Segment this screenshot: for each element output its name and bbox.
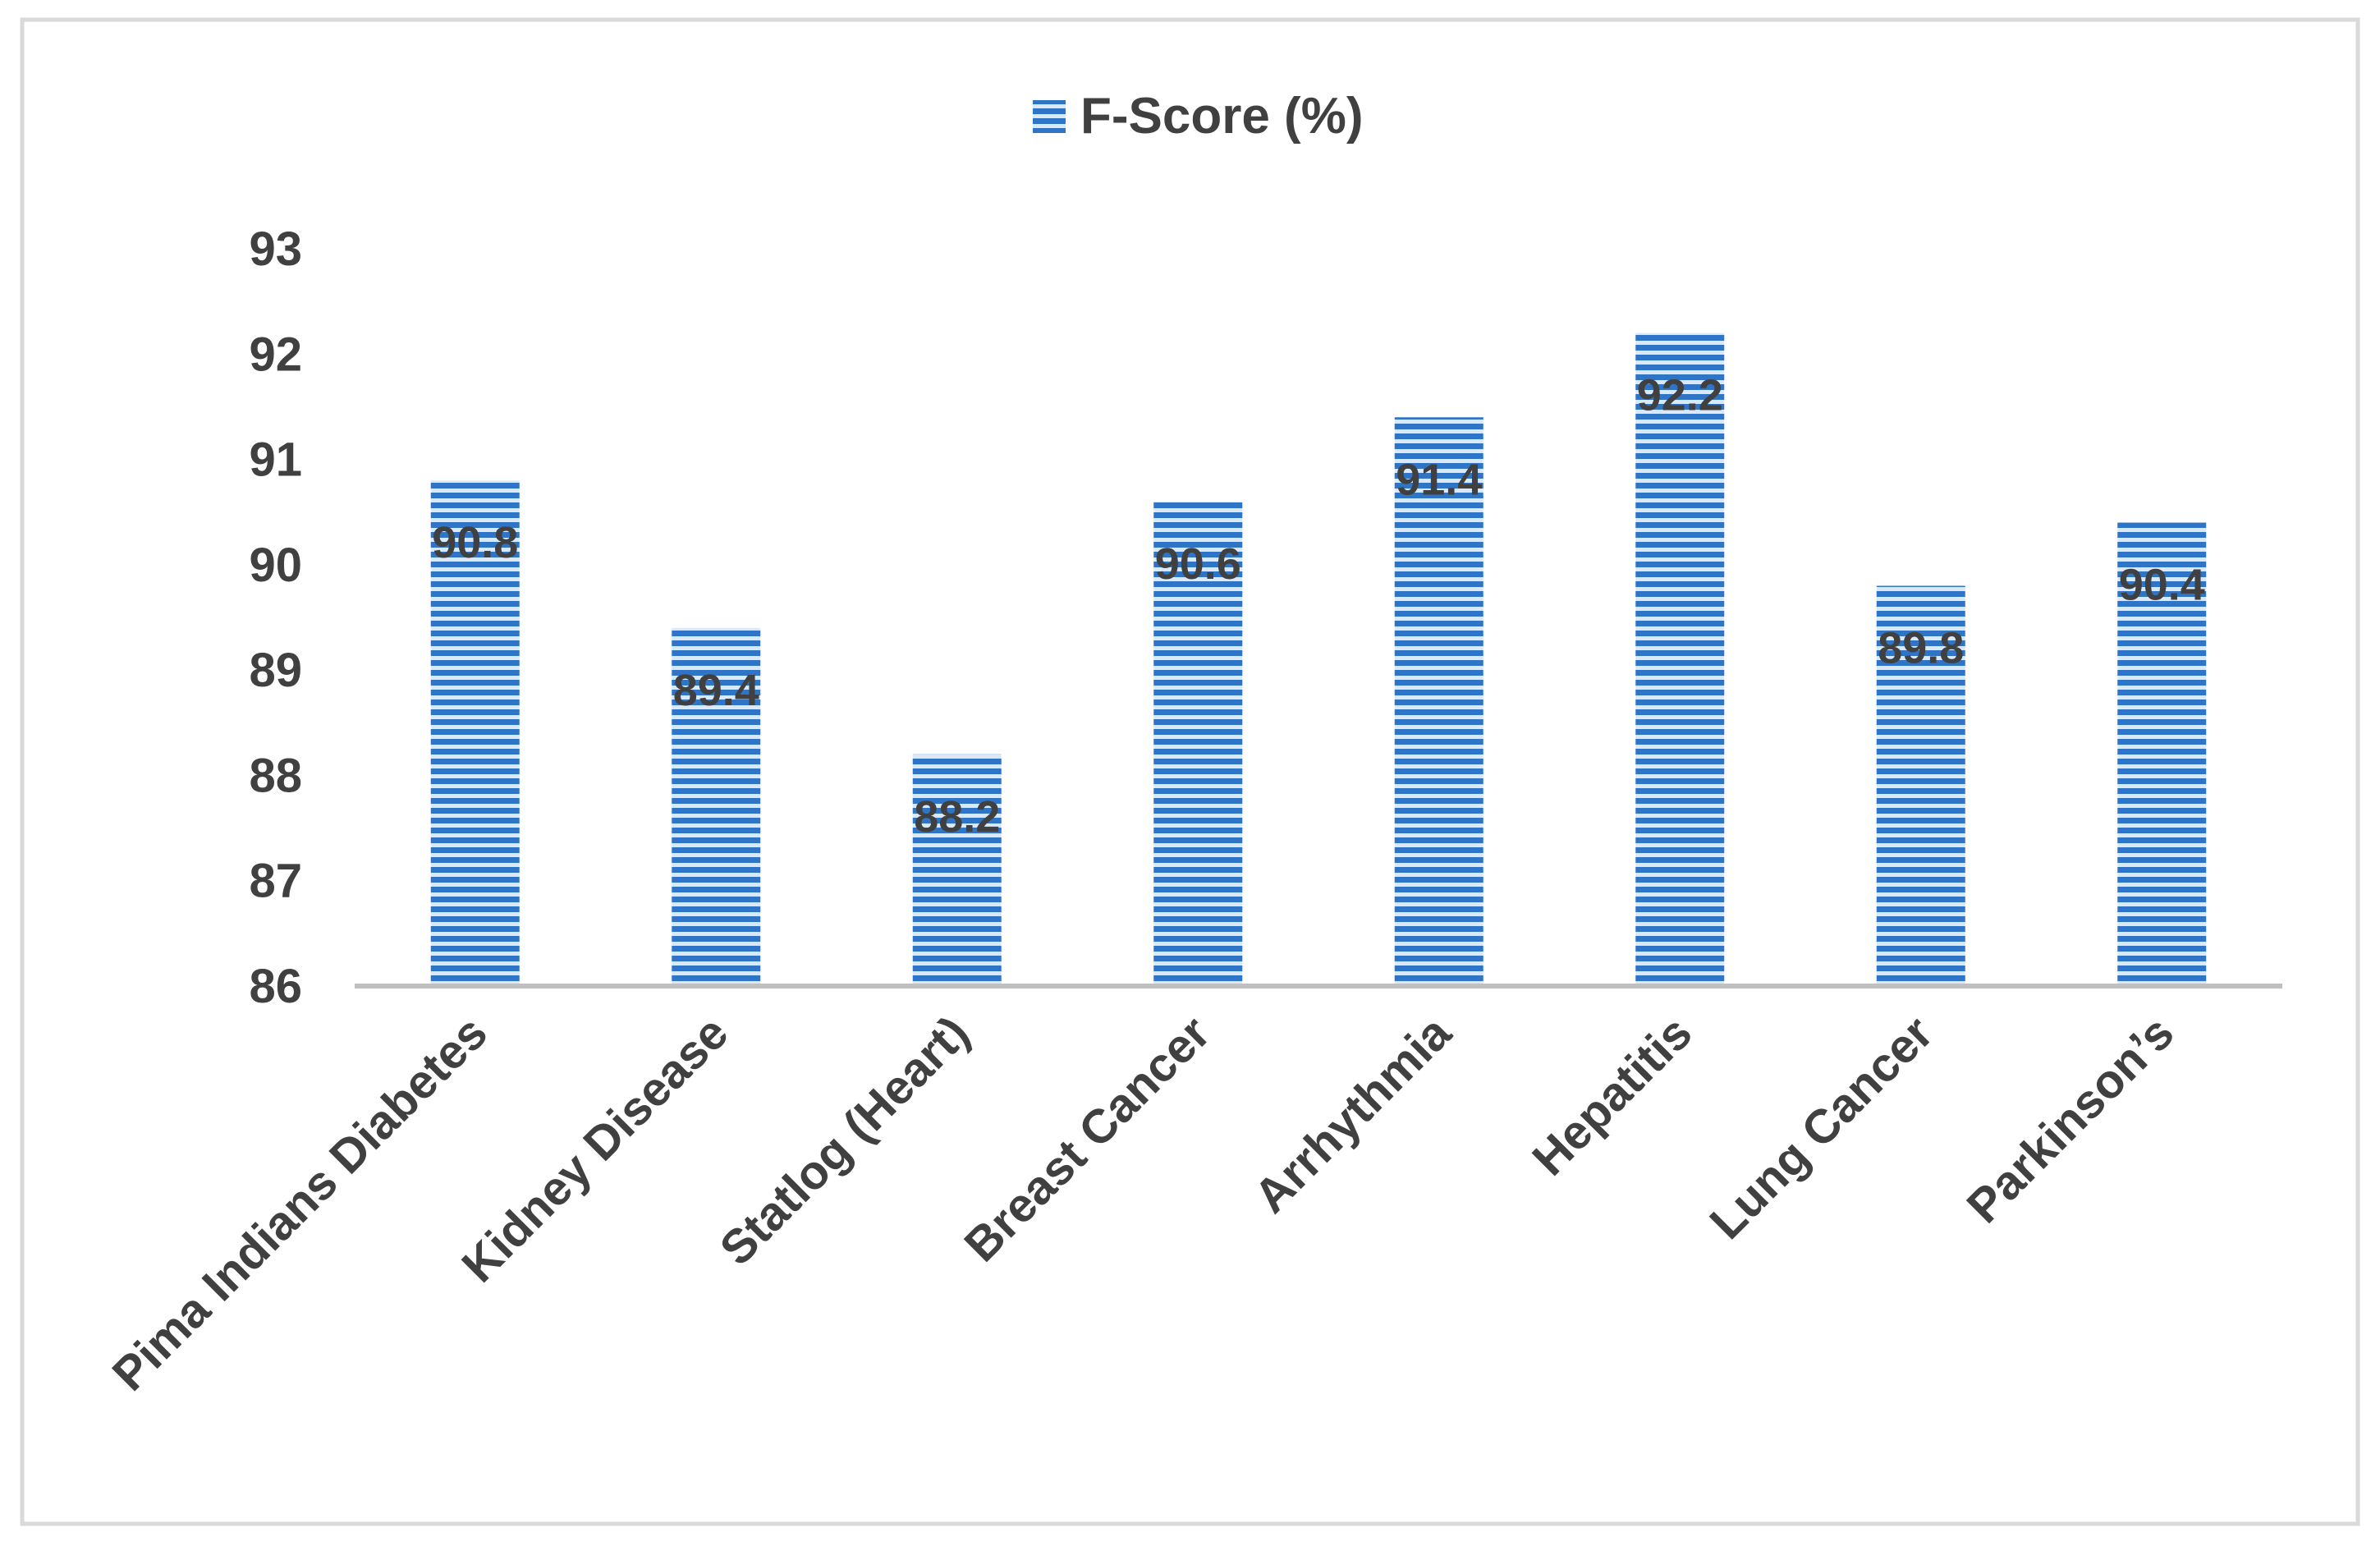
- legend: F-Score (%): [1033, 88, 1363, 144]
- y-tick-label: 90: [249, 539, 302, 592]
- bars: [430, 333, 2207, 987]
- data-labels: 90.8 89.4 88.2 90.6 91.4 92.2 89.8 90.4: [432, 371, 2205, 842]
- legend-label: F-Score (%): [1080, 88, 1363, 144]
- y-tick-label: 88: [249, 749, 302, 802]
- y-tick-label: 91: [249, 433, 302, 487]
- data-label: 90.6: [1155, 539, 1241, 589]
- data-label: 88.2: [914, 792, 1000, 842]
- data-label: 90.8: [432, 518, 518, 567]
- legend-swatch: [1033, 100, 1066, 133]
- bar: [672, 627, 761, 986]
- data-label: 89.4: [673, 666, 759, 715]
- data-label: 90.4: [2119, 561, 2205, 610]
- bar: [2117, 522, 2207, 986]
- data-label: 92.2: [1637, 371, 1723, 420]
- y-tick-label: 86: [249, 960, 302, 1013]
- bar: [1153, 501, 1243, 986]
- bar: [1635, 333, 1725, 987]
- bar: [1394, 417, 1483, 986]
- data-label: 89.8: [1878, 624, 1964, 673]
- y-tick-label: 87: [249, 855, 302, 908]
- bar: [1876, 585, 1965, 986]
- data-label: 91.4: [1396, 455, 1482, 504]
- y-tick-label: 93: [249, 222, 302, 276]
- y-tick-label: 92: [249, 328, 302, 381]
- y-axis: 86 87 88 89 90 91 92 93: [249, 222, 302, 1013]
- bar: [912, 754, 1002, 986]
- y-tick-label: 89: [249, 644, 302, 697]
- bar: [430, 480, 520, 986]
